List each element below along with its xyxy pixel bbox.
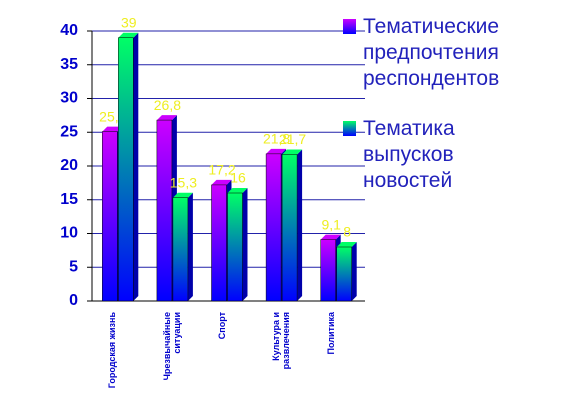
bar-face — [281, 154, 298, 302]
bar-top — [156, 115, 177, 121]
bar-face — [211, 184, 227, 302]
data-label: 21,7 — [279, 131, 306, 147]
bar — [281, 149, 303, 302]
bar-side — [351, 242, 357, 301]
bar — [118, 32, 139, 302]
y-tick-label: 5 — [69, 258, 78, 275]
data-label: 9,1 — [321, 216, 341, 232]
bar-top — [211, 179, 232, 185]
x-tick-label: Политика — [325, 312, 336, 355]
data-label: 26,8 — [154, 97, 181, 113]
bar-top — [282, 149, 303, 155]
legend-swatch — [343, 121, 356, 136]
bar-top — [320, 234, 341, 240]
y-tick-label: 40 — [60, 22, 78, 39]
bar-face — [320, 239, 336, 302]
x-tick-label: Чрезвычайные ситуации — [161, 312, 182, 381]
bar-side — [297, 149, 303, 301]
bar-top — [102, 126, 123, 132]
data-label: 39 — [121, 14, 137, 30]
y-tick-label: 20 — [60, 157, 78, 174]
bar-face — [102, 131, 118, 302]
x-tick-label: Городская жизнь — [107, 312, 118, 389]
y-tick-label: 35 — [60, 56, 78, 73]
bar-face — [227, 192, 243, 302]
data-label: 17,2 — [208, 162, 235, 178]
bar — [227, 188, 248, 302]
legend-swatch — [343, 19, 356, 34]
bar-face — [336, 246, 352, 302]
bar-face — [172, 197, 189, 302]
legend-label: Тематика выпусков новостей — [363, 117, 455, 192]
y-tick-label: 10 — [60, 225, 78, 242]
bar-top — [266, 148, 287, 154]
data-label: 8 — [343, 224, 351, 240]
x-tick-label: Культура и развлечения — [271, 312, 292, 370]
y-tick-label: 30 — [60, 90, 78, 107]
y-tick-label: 0 — [69, 292, 78, 309]
bar-top — [172, 192, 193, 198]
bar-face — [265, 153, 282, 302]
bar-side — [187, 192, 193, 301]
bar-top — [118, 32, 139, 38]
bar-side — [133, 32, 139, 301]
bar-face — [118, 37, 134, 302]
bar-side — [242, 188, 248, 301]
legend-label: Тематические предпочтения респондентов — [363, 15, 500, 90]
data-label: 16 — [230, 170, 246, 186]
y-tick-label: 15 — [60, 191, 78, 208]
data-label: 15,3 — [170, 174, 197, 190]
data-label: 21,8 — [263, 131, 290, 147]
bar — [336, 242, 357, 302]
bar-top — [336, 242, 357, 247]
y-tick-label: 25 — [60, 123, 78, 140]
bar-top — [227, 188, 248, 193]
x-tick-label: Спорт — [216, 312, 227, 340]
bar-face — [156, 119, 173, 302]
bar — [172, 192, 193, 302]
